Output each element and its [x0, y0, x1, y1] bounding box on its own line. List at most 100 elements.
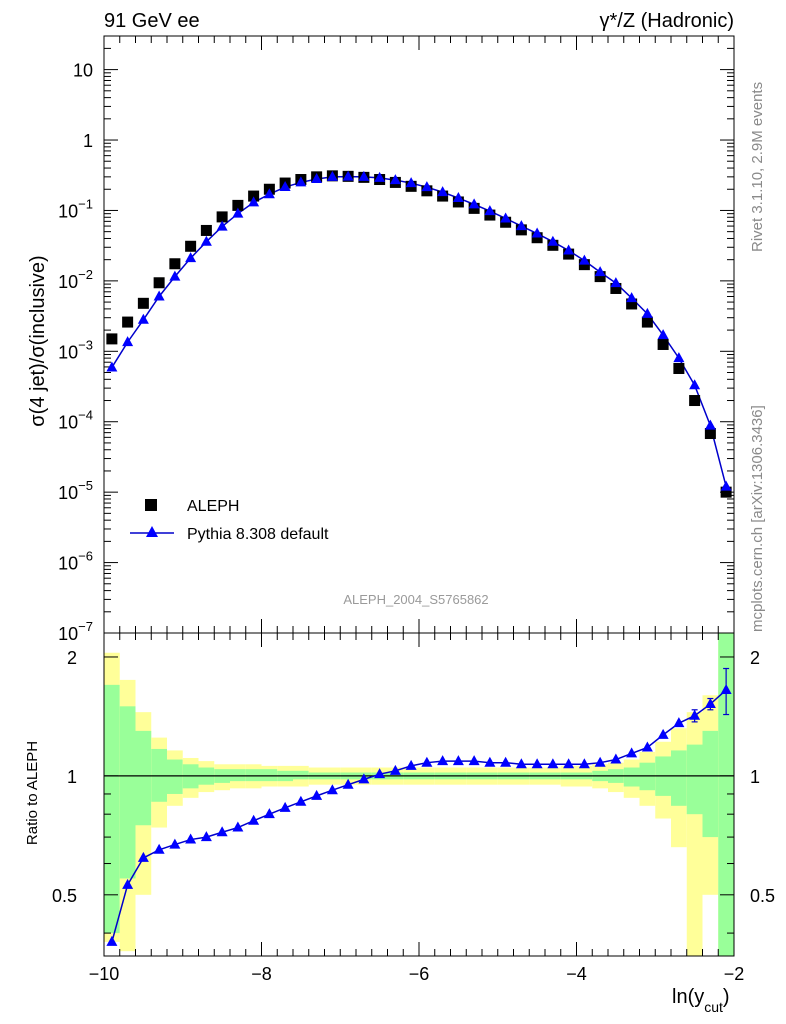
y-tick-label: 1 — [83, 131, 93, 151]
header-right: γ*/Z (Hadronic) — [600, 10, 734, 32]
data-point — [122, 316, 134, 328]
main-ylabel: σ(4 jet)/σ(inclusive) — [27, 255, 49, 426]
ratio-point — [531, 758, 543, 769]
mc-point — [137, 313, 149, 324]
mc-point — [563, 244, 575, 255]
y-tick-label: 10−4 — [58, 408, 93, 433]
y-tick-label: 10−7 — [58, 619, 93, 644]
band-inner — [261, 769, 278, 782]
ratio-point — [358, 773, 370, 784]
main-frame — [103, 35, 735, 634]
rivet-label: Rivet 3.1.10, 2.9M events — [749, 82, 766, 252]
mc-point — [153, 290, 165, 301]
mc-point — [452, 192, 464, 203]
data-point — [248, 190, 260, 202]
mc-point — [578, 254, 590, 265]
ratio-point — [405, 759, 417, 770]
band-inner — [104, 684, 120, 934]
ratio-point — [216, 826, 228, 837]
ratio-point — [389, 764, 401, 775]
mc-point — [326, 170, 338, 181]
x-tick-label: −6 — [409, 964, 430, 984]
mc-point — [106, 361, 118, 372]
ratio-point — [342, 778, 354, 789]
ratio-point — [122, 878, 134, 889]
band-inner — [245, 769, 262, 782]
xlabel-main: ln(y — [672, 986, 704, 1008]
ratio-point — [610, 753, 622, 764]
mc-point — [641, 307, 653, 318]
mc-point — [421, 181, 433, 192]
data-point — [610, 282, 622, 294]
ratio-y-tick-label: 0.5 — [52, 886, 77, 906]
ratio-ylabel: Ratio to ALEPH — [24, 741, 41, 845]
data-point — [169, 258, 181, 270]
band-inner — [135, 730, 152, 826]
mc-line — [111, 175, 727, 487]
ratio-point — [295, 795, 307, 806]
x-tick-label: −4 — [566, 964, 587, 984]
ratio-y-tick-label-right: 0.5 — [750, 886, 775, 906]
xlabel-sub: cut — [704, 999, 723, 1015]
ratio-point — [169, 838, 181, 849]
ratio-point — [626, 747, 638, 758]
data-point — [626, 298, 638, 310]
band-inner — [119, 706, 136, 879]
mcplots-label: mcplots.cern.ch [arXiv:1306.3436] — [749, 405, 766, 632]
ratio-point — [185, 833, 197, 844]
ratio-series — [106, 667, 732, 946]
ratio-point — [137, 851, 149, 862]
data-point — [673, 362, 685, 374]
ratio-point — [484, 756, 496, 767]
ratio-point — [374, 768, 386, 779]
legend: ALEPH Pythia 8.308 default — [130, 498, 329, 543]
y-tick-label: 10−1 — [58, 196, 93, 221]
xlabel: ln(ycut) — [672, 986, 730, 1015]
ratio-point — [578, 758, 590, 769]
mc-point — [295, 176, 307, 187]
band-inner — [686, 744, 703, 815]
mc-point — [673, 352, 685, 363]
mc-point — [122, 336, 134, 347]
mc-point — [200, 235, 212, 246]
mc-point — [547, 235, 559, 246]
ratio-y-tick-label-right: 1 — [750, 767, 760, 787]
band-inner — [671, 750, 687, 806]
ratio-uncertainty-bands — [104, 633, 734, 956]
mc-point — [689, 379, 701, 390]
ratio-point — [437, 755, 449, 766]
ratio-point — [106, 935, 118, 946]
ratio-point — [500, 756, 512, 767]
ratio-point — [326, 784, 338, 795]
ratio-point — [153, 843, 165, 854]
ratio-point — [468, 755, 480, 766]
ratio-axis-ticks: −10 −8 −6 −4 −2 0.5 0.5 1 1 2 2 — [52, 633, 775, 984]
data-point — [185, 240, 197, 252]
x-tick-label: −2 — [724, 964, 745, 984]
mc-point — [279, 181, 291, 192]
analysis-watermark: ALEPH_2004_S5765862 — [343, 592, 488, 607]
ratio-point — [547, 758, 559, 769]
ratio-point — [657, 728, 669, 739]
main-axis-ticks: 10 1 10−1 10−2 10−3 10−4 10−5 10−6 10−7 — [58, 35, 735, 644]
data-point — [232, 199, 244, 211]
ratio-y-tick-label-right: 2 — [750, 648, 760, 668]
band-inner — [623, 767, 640, 787]
data-point — [153, 277, 165, 289]
y-tick-label: 10−5 — [58, 478, 93, 503]
ratio-point — [515, 758, 527, 769]
x-tick-label: −8 — [251, 964, 272, 984]
mc-point — [594, 266, 606, 277]
band-inner — [230, 769, 246, 782]
data-point — [531, 232, 543, 244]
mc-point — [342, 170, 354, 181]
mc-point — [311, 172, 323, 183]
mc-point — [232, 207, 244, 218]
ratio-point — [200, 831, 212, 842]
ratio-point — [248, 814, 260, 825]
data-point — [137, 297, 149, 309]
mc-point — [484, 205, 496, 216]
y-tick-label: 10−6 — [58, 549, 93, 574]
mc-point — [515, 220, 527, 231]
ratio-point — [594, 756, 606, 767]
